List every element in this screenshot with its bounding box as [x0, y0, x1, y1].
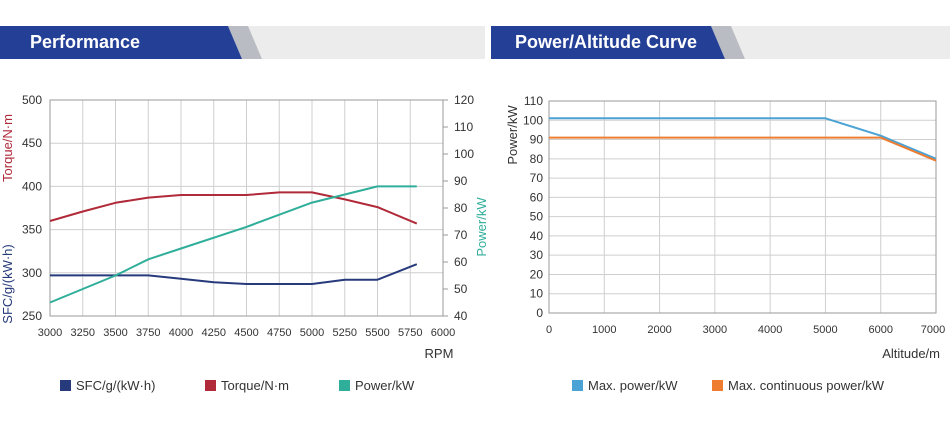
alt-x-tick-0: 0 [546, 324, 552, 336]
alt-y-tick-20: 20 [530, 267, 544, 281]
alt-legend-label-max-continuous-power-kw: Max. continuous power/kW [728, 378, 885, 393]
perf-right-y-tick-70: 70 [454, 228, 468, 242]
power-altitude-chart: 0 1000 2000 3000 4000 5000 6000 7000 Altitude/m 0… [505, 94, 945, 393]
perf-x-tick-3750: 3750 [136, 327, 160, 339]
alt-y-tick-60: 60 [530, 190, 544, 204]
alt-series-max-continuous-power-kw [549, 136, 937, 162]
perf-x-tick-4000: 4000 [169, 327, 193, 339]
perf-right-y-tick-40: 40 [454, 309, 468, 323]
perf-series-power-kw [49, 185, 417, 304]
alt-x-axis-label: Altitude/m [882, 346, 940, 361]
perf-x-tick-5250: 5250 [333, 327, 357, 339]
perf-left-y-tick-500: 500 [22, 93, 42, 107]
performance-title: Performance [30, 32, 141, 52]
perf-x-tick-4250: 4250 [202, 327, 226, 339]
perf-x-tick-6000: 6000 [431, 327, 455, 339]
perf-right-y-tick-100: 100 [454, 147, 474, 161]
alt-series-max-power-kw [549, 117, 937, 160]
perf-series-torque-n-m [49, 191, 418, 225]
perf-right-y-tick-110: 110 [454, 120, 473, 134]
perf-left-y-tick-400: 400 [22, 179, 42, 193]
alt-y-tick-10: 10 [530, 287, 544, 301]
perf-legend-swatch-power-kw [339, 380, 350, 391]
power-altitude-banner-shape [491, 26, 950, 59]
perf-x-tick-3500: 3500 [103, 327, 127, 339]
perf-left-y-tick-450: 450 [22, 136, 42, 150]
perf-series-sfc-g-kw-h [50, 263, 418, 285]
perf-x-tick-5000: 5000 [300, 327, 324, 339]
perf-legend-label-sfc-g-kw-h: SFC/g/(kW·h) [76, 378, 155, 393]
alt-y-axis-label: Power/kW [505, 105, 520, 165]
performance-chart: 3000 3250 3500 3750 4000 4250 4500 4750 5000 5250… [0, 93, 489, 393]
alt-y-tick-100: 100 [523, 113, 543, 127]
alt-y-tick-90: 90 [530, 133, 544, 147]
alt-legend-label-max-power-kw: Max. power/kW [588, 378, 678, 393]
perf-x-tick-3250: 3250 [71, 327, 95, 339]
alt-x-tick-2000: 2000 [647, 324, 671, 336]
perf-left-y-tick-300: 300 [22, 266, 42, 280]
performance-banner-shape [0, 26, 485, 59]
perf-x-tick-5750: 5750 [398, 327, 422, 339]
alt-plot-frame [548, 100, 937, 314]
perf-x-tick-5500: 5500 [365, 327, 389, 339]
alt-y-tick-50: 50 [530, 210, 544, 224]
perf-legend-label-power-kw: Power/kW [355, 378, 415, 393]
alt-x-tick-4000: 4000 [758, 324, 782, 336]
performance-banner: Performance [0, 26, 485, 59]
alt-x-tick-5000: 5000 [813, 324, 837, 336]
power-altitude-banner: Power/Altitude Curve [491, 26, 950, 59]
perf-torque-axis-label: Torque/N·m [0, 114, 15, 182]
perf-legend-swatch-sfc-g-kw-h [60, 380, 71, 391]
perf-x-tick-4750: 4750 [267, 327, 291, 339]
alt-x-tick-6000: 6000 [868, 324, 892, 336]
perf-right-y-tick-80: 80 [454, 201, 468, 215]
alt-y-tick-80: 80 [530, 152, 544, 166]
alt-x-tick-7000: 7000 [921, 324, 945, 336]
perf-x-tick-3000: 3000 [38, 327, 62, 339]
perf-right-y-tick-120: 120 [454, 93, 474, 107]
power-altitude-title: Power/Altitude Curve [515, 32, 698, 52]
perf-right-y-tick-60: 60 [454, 255, 468, 269]
alt-x-tick-1000: 1000 [592, 324, 616, 336]
alt-y-tick-40: 40 [530, 229, 544, 243]
perf-power-axis-label: Power/kW [474, 197, 489, 257]
perf-right-y-tick-90: 90 [454, 174, 468, 188]
alt-legend-swatch-max-power-kw [572, 380, 583, 391]
alt-y-tick-0: 0 [536, 306, 543, 320]
perf-x-axis-label: RPM [425, 346, 454, 361]
alt-y-tick-30: 30 [530, 248, 544, 262]
perf-sfc-axis-label: SFC/g/(kW·h) [0, 244, 15, 323]
perf-x-tick-4500: 4500 [234, 327, 258, 339]
perf-right-y-tick-50: 50 [454, 282, 468, 296]
perf-legend-swatch-torque-n-m [205, 380, 216, 391]
perf-left-y-tick-350: 350 [22, 223, 42, 237]
alt-y-tick-70: 70 [530, 171, 544, 185]
perf-left-y-tick-250: 250 [22, 309, 42, 323]
alt-y-tick-110: 110 [524, 94, 543, 108]
alt-x-tick-3000: 3000 [703, 324, 727, 336]
perf-legend-label-torque-n-m: Torque/N·m [221, 378, 289, 393]
alt-legend-swatch-max-continuous-power-kw [712, 380, 723, 391]
